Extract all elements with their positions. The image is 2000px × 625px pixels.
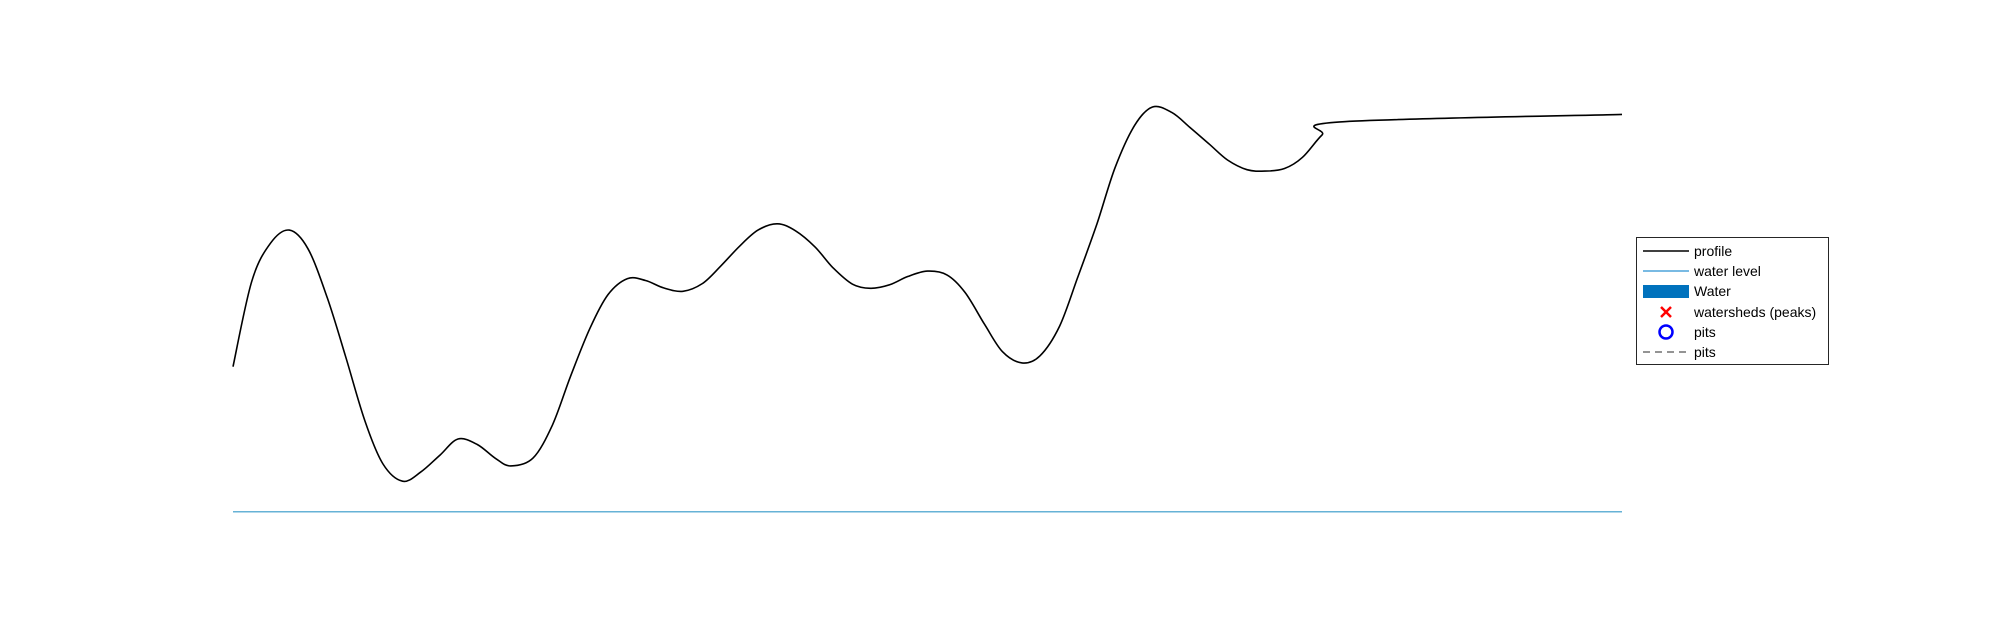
- legend-label: watersheds (peaks): [1694, 304, 1817, 320]
- legend: profile water level Water watersheds (pe…: [1636, 237, 1829, 365]
- series-line-profile: [232, 105, 1623, 483]
- x-marker-icon: [1660, 306, 1672, 318]
- legend-item-watersheds: watersheds (peaks): [1637, 302, 1828, 322]
- legend-label: pits: [1694, 324, 1716, 340]
- legend-item-pits-dashed: pits: [1637, 342, 1828, 362]
- legend-line-symbol: [1643, 250, 1689, 252]
- legend-label: profile: [1694, 243, 1733, 259]
- legend-item-profile: profile: [1637, 241, 1828, 261]
- legend-item-pits-marker: pits: [1637, 322, 1828, 342]
- legend-dashed-symbol: [1643, 351, 1689, 353]
- legend-patch-symbol: [1643, 285, 1689, 298]
- circle-marker-icon: [1658, 324, 1674, 340]
- legend-line-symbol: [1643, 270, 1689, 272]
- legend-label: pits: [1694, 344, 1716, 360]
- legend-item-water-level: water level: [1637, 261, 1828, 281]
- legend-label: Water: [1694, 283, 1731, 299]
- legend-label: water level: [1694, 263, 1761, 279]
- legend-item-water: Water: [1637, 281, 1828, 301]
